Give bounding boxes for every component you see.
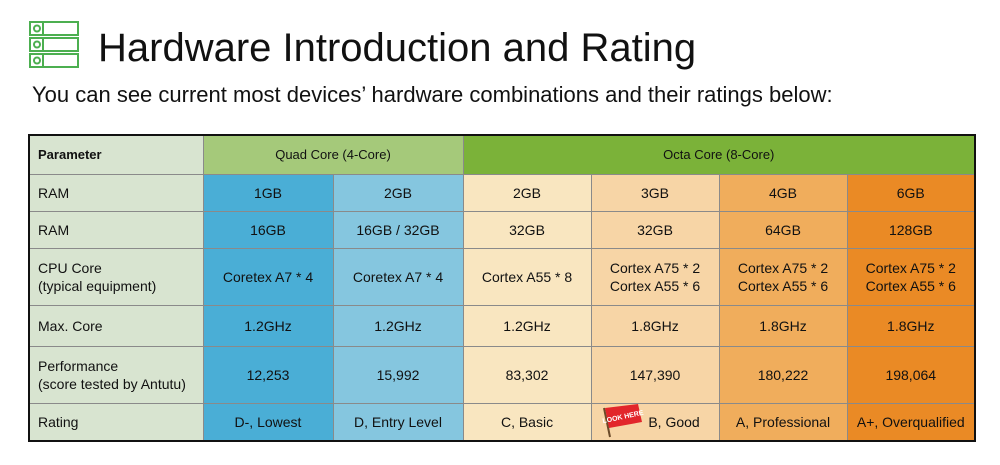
- table-row-storage: RAM 16GB 16GB / 32GB 32GB 32GB 64GB 128G…: [28, 211, 976, 249]
- row-label-performance-line2: (score tested by Antutu): [38, 376, 186, 392]
- cell-storage-5: 64GB: [718, 211, 848, 249]
- page-title: Hardware Introduction and Rating: [98, 26, 697, 70]
- cell-cpu-4-line2: Cortex A55 * 6: [609, 278, 701, 294]
- cell-cpu-6-line2: Cortex A55 * 6: [865, 278, 956, 294]
- cell-max-core-3: 1.2GHz: [462, 305, 592, 347]
- cell-cpu-6: Cortex A75 * 2 Cortex A55 * 6: [846, 248, 976, 306]
- cell-cpu-5-line1: Cortex A75 * 2: [737, 260, 829, 276]
- cell-rating-4-text: B, Good: [648, 414, 700, 430]
- row-label-rating: Rating: [28, 403, 204, 442]
- parameter-header: Parameter: [28, 134, 204, 175]
- cell-cpu-6-line1: Cortex A75 * 2: [865, 260, 956, 276]
- server-list-icon: [29, 21, 79, 68]
- cell-max-core-6: 1.8GHz: [846, 305, 976, 347]
- cell-performance-6: 198,064: [846, 346, 976, 404]
- cell-rating-6: A+, Overqualified: [846, 403, 976, 442]
- cell-ram-6: 6GB: [846, 174, 976, 212]
- cell-cpu-2: Coretex A7 * 4: [332, 248, 464, 306]
- cell-storage-4: 32GB: [590, 211, 720, 249]
- cell-rating-1: D-, Lowest: [202, 403, 334, 442]
- cell-cpu-4: Cortex A75 * 2 Cortex A55 * 6: [590, 248, 720, 306]
- cell-rating-3: C, Basic: [462, 403, 592, 442]
- table-row-rating: Rating D-, Lowest D, Entry Level C, Basi…: [28, 403, 976, 442]
- hardware-rating-table: Parameter Quad Core (4-Core) Octa Core (…: [28, 134, 977, 442]
- page-subtitle: You can see current most devices’ hardwa…: [32, 82, 833, 107]
- cell-performance-3: 83,302: [462, 346, 592, 404]
- row-label-storage: RAM: [28, 211, 204, 249]
- cell-max-core-4: 1.8GHz: [590, 305, 720, 347]
- cell-storage-2: 16GB / 32GB: [332, 211, 464, 249]
- cell-ram-3: 2GB: [462, 174, 592, 212]
- cell-cpu-3-line1: Cortex A55 * 8: [481, 269, 573, 285]
- cell-performance-5: 180,222: [718, 346, 848, 404]
- table-row-max-core: Max. Core 1.2GHz 1.2GHz 1.2GHz 1.8GHz 1.…: [28, 305, 976, 347]
- cell-ram-2: 2GB: [332, 174, 464, 212]
- cell-cpu-3: Cortex A55 * 8: [462, 248, 592, 306]
- cell-rating-2: D, Entry Level: [332, 403, 464, 442]
- row-label-performance-line1: Performance: [38, 358, 119, 374]
- cell-ram-1: 1GB: [202, 174, 334, 212]
- cell-max-core-1: 1.2GHz: [202, 305, 334, 347]
- cell-performance-4: 147,390: [590, 346, 720, 404]
- octa-core-header: Octa Core (8-Core): [462, 134, 976, 175]
- cell-rating-4: LOOK HERE B, Good: [590, 403, 720, 442]
- cell-storage-6: 128GB: [846, 211, 976, 249]
- row-label-performance: Performance (score tested by Antutu): [28, 346, 204, 404]
- table-row-ram: RAM 1GB 2GB 2GB 3GB 4GB 6GB: [28, 174, 976, 212]
- cell-storage-3: 32GB: [462, 211, 592, 249]
- cell-cpu-5-line2: Cortex A55 * 6: [737, 278, 829, 294]
- quad-core-header: Quad Core (4-Core): [202, 134, 464, 175]
- table-header-row: Parameter Quad Core (4-Core) Octa Core (…: [28, 134, 976, 175]
- cell-max-core-2: 1.2GHz: [332, 305, 464, 347]
- cell-ram-4: 3GB: [590, 174, 720, 212]
- table-row-performance: Performance (score tested by Antutu) 12,…: [28, 346, 976, 404]
- row-label-ram: RAM: [28, 174, 204, 212]
- look-here-flag-icon: LOOK HERE: [602, 404, 644, 438]
- row-label-cpu-line1: CPU Core: [38, 260, 102, 276]
- cell-ram-5: 4GB: [718, 174, 848, 212]
- cell-cpu-5: Cortex A75 * 2 Cortex A55 * 6: [718, 248, 848, 306]
- cell-performance-2: 15,992: [332, 346, 464, 404]
- cell-max-core-5: 1.8GHz: [718, 305, 848, 347]
- cell-rating-5: A, Professional: [718, 403, 848, 442]
- row-label-max-core: Max. Core: [28, 305, 204, 347]
- row-label-cpu-line2: (typical equipment): [38, 278, 157, 294]
- cell-cpu-4-line1: Cortex A75 * 2: [609, 260, 701, 276]
- row-label-cpu: CPU Core (typical equipment): [28, 248, 204, 306]
- cell-performance-1: 12,253: [202, 346, 334, 404]
- cell-cpu-1: Coretex A7 * 4: [202, 248, 334, 306]
- cell-cpu-2-line1: Coretex A7 * 4: [352, 269, 444, 285]
- cell-storage-1: 16GB: [202, 211, 334, 249]
- table-row-cpu: CPU Core (typical equipment) Coretex A7 …: [28, 248, 976, 306]
- cell-cpu-1-line1: Coretex A7 * 4: [222, 269, 314, 285]
